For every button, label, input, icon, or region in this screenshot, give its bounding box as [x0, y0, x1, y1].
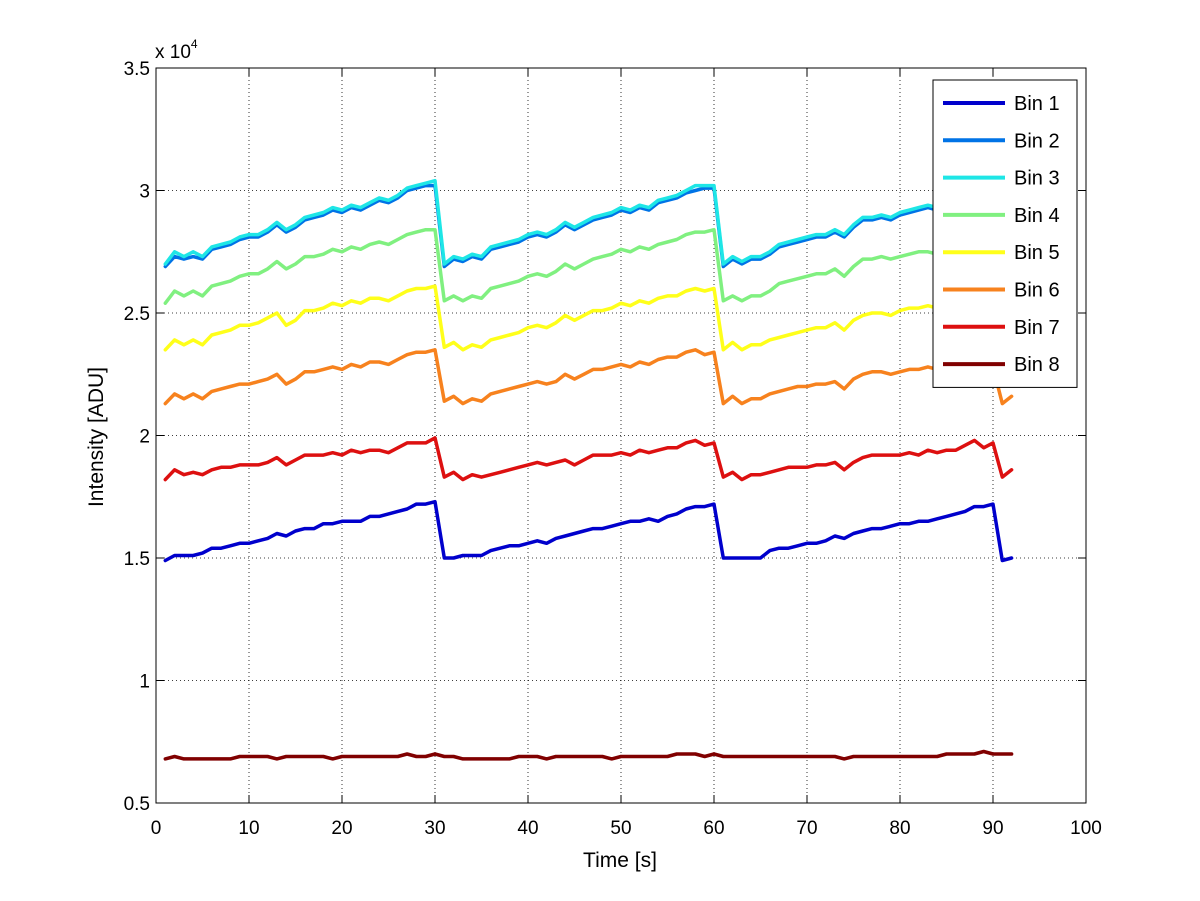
- legend: Bin 1 Bin 2 Bin 3 Bin 4 Bin 5 Bin 6 Bin 7 Bin 8: [932, 79, 1078, 388]
- legend-label: Bin 4: [1014, 205, 1060, 227]
- legend-label: Bin 5: [1014, 242, 1060, 264]
- y-exponent-base: x 10: [155, 42, 191, 63]
- y-exponent-power: 4: [191, 37, 198, 51]
- legend-label: Bin 7: [1014, 317, 1060, 339]
- x-tick-label: 30: [424, 818, 445, 839]
- grid-lines: [156, 68, 1086, 803]
- y-tick-label: 1: [139, 672, 150, 693]
- x-tick-label: 70: [796, 818, 817, 839]
- y-tick-label: 0.5: [124, 794, 150, 815]
- legend-label: Bin 1: [1014, 93, 1060, 115]
- x-tick-label: 60: [703, 818, 724, 839]
- x-tick-label: 90: [982, 818, 1003, 839]
- y-tick-label: 3.5: [124, 59, 150, 80]
- y-tick-label: 2.5: [124, 304, 150, 325]
- x-tick-label: 50: [610, 818, 631, 839]
- series-line-bin-4: [163, 227, 939, 305]
- x-tick-label: 80: [889, 818, 910, 839]
- x-tick-label: 20: [331, 818, 352, 839]
- series-line-bin-8: [163, 749, 1014, 761]
- legend-label: Bin 3: [1014, 168, 1060, 190]
- y-tick-label: 3: [139, 182, 150, 203]
- series-lines: [163, 178, 1014, 761]
- y-tick-label: 2: [139, 427, 150, 448]
- y-tick-label: 1.5: [124, 549, 150, 570]
- legend-label: Bin 6: [1014, 280, 1060, 302]
- series-line-bin-7: [163, 436, 1014, 482]
- series-line-bin-2: [163, 183, 939, 269]
- x-axis-title: Time [s]: [583, 849, 657, 872]
- x-tick-label: 0: [151, 818, 162, 839]
- y-axis-title: Intensity [ADU]: [85, 367, 108, 507]
- series-line-bin-6: [163, 348, 1014, 406]
- x-tick-label: 10: [238, 818, 259, 839]
- y-tick-labels: 0.5 1 1.5 2 2.5 3 3.5: [124, 59, 150, 815]
- x-tick-labels: 0 10 20 30 40 50 60 70 80 90 100: [151, 818, 1102, 839]
- series-line-bin-1: [163, 499, 1014, 563]
- series-line-bin-3: [163, 178, 939, 266]
- y-exponent-label: x 104: [155, 37, 198, 63]
- axis-ticks: [155, 67, 1087, 804]
- legend-label: Bin 8: [1014, 354, 1060, 376]
- series-line-bin-5: [163, 284, 1014, 354]
- x-tick-label: 100: [1070, 818, 1102, 839]
- legend-box: [932, 79, 1078, 388]
- legend-label: Bin 2: [1014, 130, 1060, 152]
- x-tick-label: 40: [517, 818, 538, 839]
